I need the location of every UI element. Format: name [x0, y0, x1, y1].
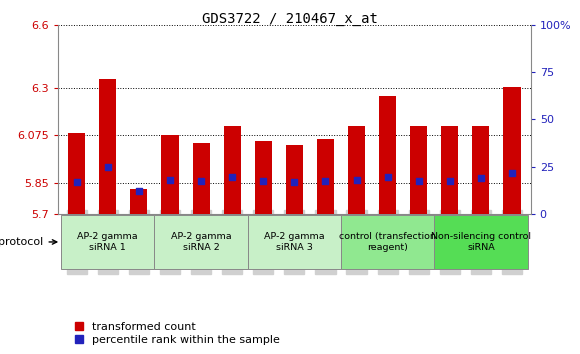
- Point: [227, 175, 237, 180]
- Point: [321, 178, 330, 184]
- Bar: [68, 133, 85, 214]
- Point: [414, 178, 423, 184]
- Point: [103, 165, 113, 170]
- Bar: [472, 126, 490, 214]
- Legend: transformed count, percentile rank within the sample: transformed count, percentile rank withi…: [75, 322, 280, 345]
- Text: protocol: protocol: [0, 237, 57, 247]
- Text: GDS3722 / 210467_x_at: GDS3722 / 210467_x_at: [202, 12, 378, 27]
- Point: [165, 177, 175, 183]
- Bar: [503, 87, 521, 214]
- Bar: [193, 143, 209, 214]
- Bar: [224, 126, 241, 214]
- Point: [72, 179, 81, 185]
- Bar: [348, 126, 365, 214]
- Text: AP-2 gamma
siRNA 2: AP-2 gamma siRNA 2: [171, 232, 231, 252]
- Bar: [99, 80, 117, 214]
- Point: [134, 188, 143, 194]
- Bar: [161, 135, 179, 214]
- Bar: [286, 145, 303, 214]
- Text: AP-2 gamma
siRNA 3: AP-2 gamma siRNA 3: [264, 232, 325, 252]
- Bar: [317, 139, 334, 214]
- Point: [197, 178, 206, 184]
- Bar: [130, 189, 147, 214]
- Bar: [379, 96, 396, 214]
- Bar: [441, 126, 458, 214]
- Text: Non-silencing control
siRNA: Non-silencing control siRNA: [431, 232, 531, 252]
- Point: [352, 177, 361, 183]
- Bar: [255, 141, 272, 214]
- Point: [508, 170, 517, 176]
- Text: AP-2 gamma
siRNA 1: AP-2 gamma siRNA 1: [78, 232, 138, 252]
- Point: [445, 178, 455, 184]
- Point: [383, 175, 392, 180]
- Point: [476, 176, 485, 181]
- Bar: [410, 126, 427, 214]
- Point: [259, 178, 268, 184]
- Text: control (transfection
reagent): control (transfection reagent): [339, 232, 436, 252]
- Point: [289, 179, 299, 184]
